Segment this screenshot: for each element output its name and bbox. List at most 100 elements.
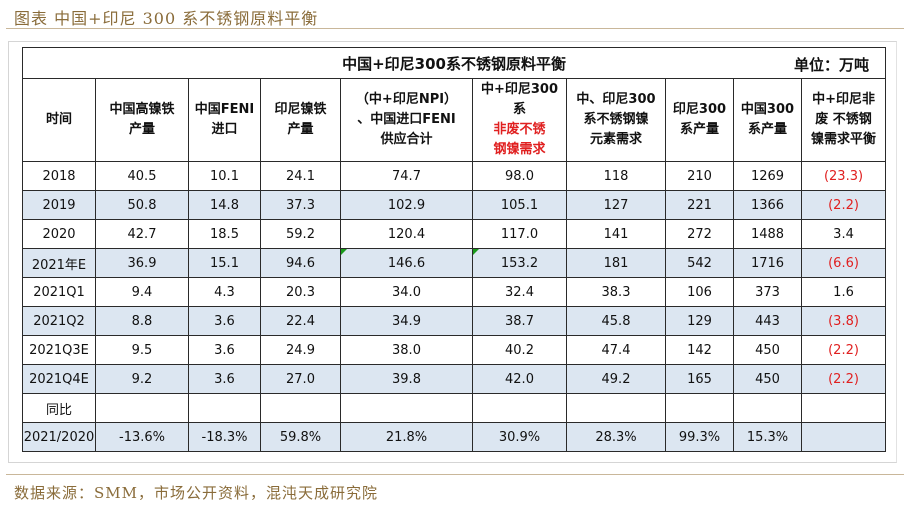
- caption-divider: [6, 28, 904, 29]
- table-cell: 146.6: [340, 248, 473, 278]
- header-line: 中国300: [740, 102, 795, 117]
- table-cell: 24.1: [260, 161, 341, 191]
- table-cell: 2021Q3E: [22, 335, 96, 365]
- header-line: 元素需求: [589, 132, 642, 147]
- table-cell: [800, 393, 887, 423]
- table-cell: 20.3: [260, 277, 341, 307]
- header-line: 供应合计: [380, 132, 433, 147]
- header-line: 中国FENI: [194, 102, 255, 117]
- header-china-feni-import: 中国FENI 进口: [188, 78, 261, 162]
- table-cell: 373: [733, 277, 802, 307]
- table-cell: 3.6: [188, 364, 261, 394]
- table-cell: 117.0: [472, 219, 567, 249]
- table-cell: [260, 393, 341, 423]
- table-cell: 40.5: [95, 161, 189, 191]
- header-line: 、中国进口FENI: [357, 112, 456, 127]
- header-line: 中+印尼300: [480, 82, 559, 97]
- table-cell: 37.3: [260, 190, 341, 220]
- table-cell: 118: [566, 161, 666, 191]
- balance-cell: (2.2): [800, 190, 887, 220]
- table-cell: 38.7: [472, 306, 567, 336]
- table-row: 2021Q1 9.4 4.3 20.3 34.0 32.4 38.3 106 3…: [22, 277, 887, 307]
- table-cell: 153.2: [472, 248, 567, 278]
- table-cell: 同比: [22, 393, 96, 423]
- header-line: 系产量: [679, 122, 719, 137]
- header-demand-balance: 中+印尼非废 不锈钢 镍需求平衡: [800, 78, 887, 162]
- table-cell: 2018: [22, 161, 96, 191]
- table-row: 2021Q4E 9.2 3.6 27.0 39.8 42.0 49.2 165 …: [22, 364, 887, 394]
- header-line: 产量: [128, 122, 155, 137]
- table-cell: 18.5: [188, 219, 261, 249]
- table-cell: 2019: [22, 190, 96, 220]
- table-cell: 42.7: [95, 219, 189, 249]
- nickel-balance-table: 中国+印尼300系不锈钢原料平衡 单位：万吨 时间 中国高镍铁产量 中国FENI…: [21, 47, 887, 452]
- table-cell: 22.4: [260, 306, 341, 336]
- header-china-300-output: 中国300 系产量: [733, 78, 802, 162]
- table-row: 2021Q3E 9.5 3.6 24.9 38.0 40.2 47.4 142 …: [22, 335, 887, 365]
- table-cell: 40.2: [472, 335, 567, 365]
- table-cell: 24.9: [260, 335, 341, 365]
- table-cell: 98.0: [472, 161, 567, 191]
- table-cell: 165: [665, 364, 734, 394]
- header-line: 印尼300: [672, 102, 727, 117]
- table-cell: [665, 393, 734, 423]
- table-cell: [472, 393, 567, 423]
- header-line: 印尼镍铁: [274, 102, 327, 117]
- table-cell: 1269: [733, 161, 802, 191]
- table-cell: 14.8: [188, 190, 261, 220]
- table-cell: 129: [665, 306, 734, 336]
- table-cell: 15.3%: [733, 422, 802, 452]
- header-line: 中、印尼300: [576, 92, 656, 107]
- table-cell: 443: [733, 306, 802, 336]
- table-cell: 21.8%: [340, 422, 473, 452]
- table-cell: 1716: [733, 248, 802, 278]
- balance-cell: (2.2): [800, 364, 887, 394]
- source-divider: [6, 474, 904, 475]
- table-cell: 59.8%: [260, 422, 341, 452]
- table-cell: 10.1: [188, 161, 261, 191]
- table-cell: 28.3%: [566, 422, 666, 452]
- table-cell: 9.4: [95, 277, 189, 307]
- table-cell: 2021Q2: [22, 306, 96, 336]
- table-cell: [800, 422, 887, 452]
- header-line: 系产量: [747, 122, 787, 137]
- table-cell: -13.6%: [95, 422, 189, 452]
- table-cell: 36.9: [95, 248, 189, 278]
- table-row: 2021/2020 -13.6% -18.3% 59.8% 21.8% 30.9…: [22, 422, 887, 452]
- table-cell: 2021Q4E: [22, 364, 96, 394]
- table-cell: 272: [665, 219, 734, 249]
- header-line: 镍需求平衡: [811, 132, 877, 147]
- table-title-cell: 中国+印尼300系不锈钢原料平衡 单位：万吨: [21, 47, 887, 79]
- table-cell: 2021/2020: [22, 422, 96, 452]
- table-cell: 210: [665, 161, 734, 191]
- table-cell: 450: [733, 335, 802, 365]
- table-cell: [566, 393, 666, 423]
- header-indonesia-nickel-iron: 印尼镍铁 产量: [260, 78, 341, 162]
- header-indonesia-300-output: 印尼300 系产量: [665, 78, 734, 162]
- header-line: 进口: [211, 122, 238, 137]
- table-row: 2019 50.8 14.8 37.3 102.9 105.1 127 221 …: [22, 190, 887, 220]
- table-cell: 120.4: [340, 219, 473, 249]
- header-supply-total: （中+印尼NPI） 、中国进口FENI 供应合计: [340, 78, 473, 162]
- balance-cell: (3.8): [800, 306, 887, 336]
- table-cell: 2021年E: [22, 248, 96, 278]
- header-line: 时间: [45, 112, 72, 127]
- header-line: 中国高镍铁: [109, 102, 175, 117]
- table-cell: 9.2: [95, 364, 189, 394]
- table-cell: 1366: [733, 190, 802, 220]
- data-source-note: 数据来源：SMM，市场公开资料，混沌天成研究院: [14, 484, 378, 502]
- balance-cell: (6.6): [800, 248, 887, 278]
- table-cell: 38.0: [340, 335, 473, 365]
- table-row: 同比: [22, 393, 887, 423]
- table-cell: 42.0: [472, 364, 567, 394]
- table-cell: 27.0: [260, 364, 341, 394]
- table-cell: 4.3: [188, 277, 261, 307]
- table-cell: 3.6: [188, 306, 261, 336]
- table-cell: 142: [665, 335, 734, 365]
- header-line: 系不锈钢镍: [583, 112, 649, 127]
- table-cell: 30.9%: [472, 422, 567, 452]
- table-frame: [8, 41, 897, 463]
- header-line: 系非废不锈: [474, 100, 566, 140]
- unit-label: 单位：万吨: [794, 56, 870, 74]
- header-line: 中+印尼非: [812, 92, 875, 107]
